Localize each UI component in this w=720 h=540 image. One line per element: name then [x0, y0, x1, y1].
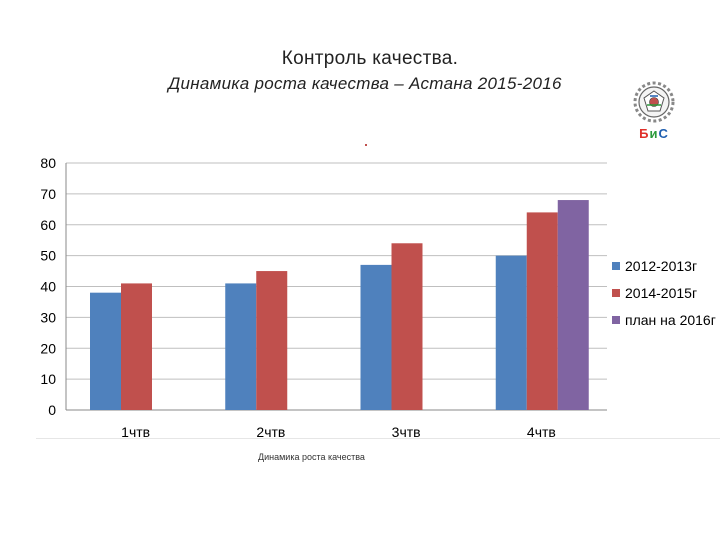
bar-1-2чтв: [225, 283, 257, 410]
x-tick-label: 1чтв: [121, 424, 150, 440]
y-tick-label: 40: [40, 279, 56, 295]
logo-letter-b: Б: [639, 126, 650, 141]
x-tick-label: 4чтв: [527, 424, 556, 440]
gear-emblem-icon: [633, 81, 675, 123]
chart-title: Контроль качества.: [281, 48, 459, 69]
bis-logo: БиС: [628, 78, 680, 146]
logo-letter-i: и: [649, 126, 659, 141]
bar-2-2чтв: [256, 271, 288, 410]
y-tick-label: 50: [40, 248, 56, 264]
y-tick-label: 30: [40, 309, 56, 325]
legend-label: 2012-2013г: [625, 258, 697, 274]
bar-2-4чтв: [526, 212, 558, 410]
legend-swatch: [612, 289, 620, 297]
y-tick-label: 0: [48, 402, 56, 418]
y-tick-label: 20: [40, 340, 56, 356]
logo-text: БиС: [628, 126, 680, 141]
legend-swatch: [612, 316, 620, 324]
bar-1-3чтв: [360, 264, 392, 410]
y-tick-label: 60: [40, 217, 56, 233]
bar-2-3чтв: [391, 243, 423, 410]
bar-1-1чтв: [90, 292, 121, 410]
x-tick-label: 3чтв: [392, 424, 421, 440]
logo-letter-s: С: [658, 126, 669, 141]
bar-1-4чтв: [495, 255, 527, 410]
decorative-dot: [365, 144, 367, 146]
bar-2-1чтв: [121, 283, 152, 410]
x-tick-label: 2чтв: [256, 424, 285, 440]
y-tick-label: 10: [40, 371, 56, 387]
legend-label: план на 2016г: [625, 312, 716, 328]
bar-3-4чтв: [557, 200, 589, 410]
y-tick-label: 70: [40, 186, 56, 202]
chart-subtitle: Динамика роста качества – Астана 2015-20…: [168, 74, 562, 93]
legend-label: 2014-2015г: [625, 285, 697, 301]
legend-swatch: [612, 262, 620, 270]
y-tick-label: 80: [40, 155, 56, 171]
chart-bottom-border: [36, 438, 720, 439]
bar-chart: 0 10 20 30 40 50 60 70 80 1чтв 2чтв 3чтв 4чтв 2012-20…: [40, 155, 716, 440]
chart-caption: Динамика роста качества: [258, 452, 365, 462]
